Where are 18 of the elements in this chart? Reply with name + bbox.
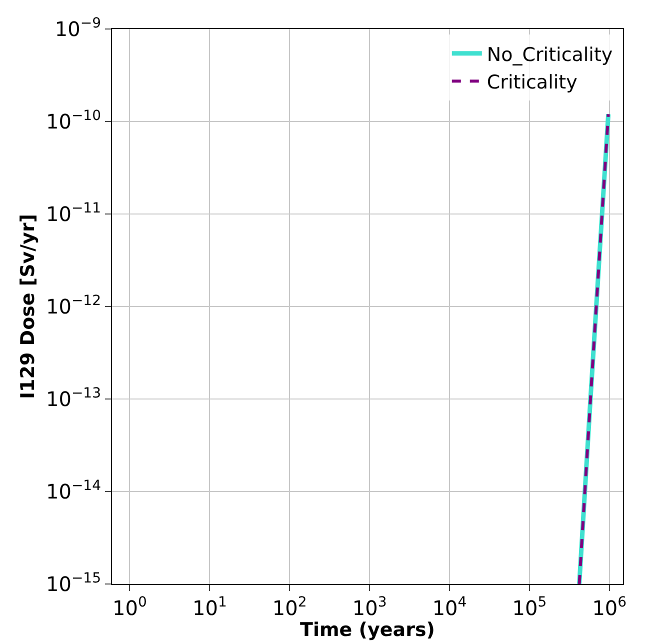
y-tick-label: 10$^{−15}$	[46, 570, 101, 596]
x-axis-title: Time (years)	[300, 619, 435, 641]
y-tick-label: 10$^{−10}$	[46, 108, 101, 134]
x-tick-label: 10$^{1}$	[192, 594, 227, 620]
x-tick-label: 10$^{4}$	[432, 594, 467, 620]
legend-label: Criticality	[486, 72, 578, 94]
y-tick-label: 10$^{−11}$	[46, 200, 101, 226]
x-tick-label: 10$^{5}$	[512, 594, 547, 620]
y-tick-label: 10$^{−13}$	[46, 386, 101, 411]
x-tick-label: 10$^{6}$	[592, 594, 627, 620]
y-tick-label: 10$^{−14}$	[46, 478, 102, 504]
y-axis-title: I129 Dose [Sv/yr]	[16, 214, 39, 400]
x-tick-label: 10$^{2}$	[272, 594, 307, 620]
x-tick-label: 10$^{3}$	[352, 594, 387, 620]
y-tick-label: 10$^{−9}$	[54, 16, 101, 41]
x-tick-label: 10$^{0}$	[112, 594, 147, 620]
legend-label: No_Criticality	[486, 44, 613, 66]
y-tick-label: 10$^{−12}$	[46, 293, 101, 318]
